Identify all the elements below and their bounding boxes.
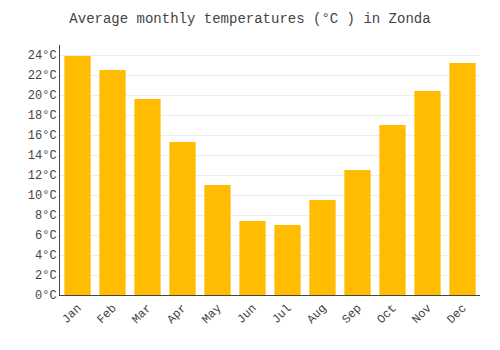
svg-text:12°C: 12°C <box>28 169 57 183</box>
svg-text:10°C: 10°C <box>28 189 57 203</box>
svg-text:Feb: Feb <box>94 302 119 327</box>
svg-text:14°C: 14°C <box>28 149 57 163</box>
svg-text:4°C: 4°C <box>35 249 57 263</box>
svg-text:Apr: Apr <box>164 302 189 327</box>
svg-text:0°C: 0°C <box>35 289 57 303</box>
svg-text:May: May <box>199 302 224 327</box>
svg-text:Average monthly temperatures (: Average monthly temperatures (°C ) in Zo… <box>69 11 430 27</box>
svg-text:Oct: Oct <box>374 302 399 327</box>
svg-text:Jul: Jul <box>269 302 294 327</box>
svg-text:Dec: Dec <box>444 302 469 327</box>
svg-text:8°C: 8°C <box>35 209 57 223</box>
svg-text:6°C: 6°C <box>35 229 57 243</box>
svg-text:20°C: 20°C <box>28 89 57 103</box>
svg-text:16°C: 16°C <box>28 129 57 143</box>
svg-text:18°C: 18°C <box>28 109 57 123</box>
svg-text:Jan: Jan <box>59 302 84 327</box>
svg-text:Jun: Jun <box>234 302 259 327</box>
svg-text:2°C: 2°C <box>35 269 57 283</box>
svg-text:22°C: 22°C <box>28 69 57 83</box>
svg-text:Mar: Mar <box>129 302 154 327</box>
svg-text:24°C: 24°C <box>28 49 57 63</box>
svg-text:Aug: Aug <box>304 302 329 327</box>
svg-text:Nov: Nov <box>409 302 434 327</box>
svg-text:Sep: Sep <box>339 302 364 327</box>
